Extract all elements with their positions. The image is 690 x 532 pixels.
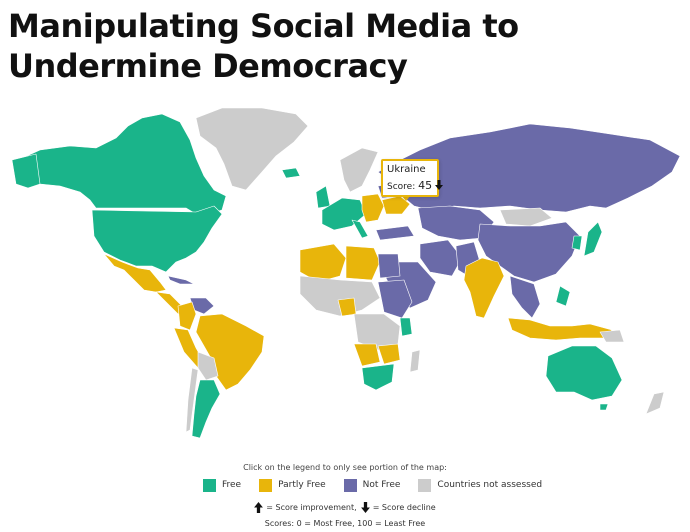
improvement-note: = Score improvement, xyxy=(266,503,357,512)
region-east-europe[interactable] xyxy=(361,193,385,223)
legend-label-partly-free: Partly Free xyxy=(278,480,326,490)
region-north-africa-central[interactable] xyxy=(345,245,381,281)
scores-note: Scores: 0 = Most Free, 100 = Least Free xyxy=(264,519,426,528)
region-cuba[interactable] xyxy=(167,275,195,285)
region-new-zealand[interactable] xyxy=(645,391,665,415)
region-uk[interactable] xyxy=(315,185,331,209)
legend: Free Partly Free Not Free Countries not … xyxy=(203,477,542,493)
region-madagascar[interactable] xyxy=(409,349,421,373)
region-zambia[interactable] xyxy=(377,343,401,365)
region-alaska[interactable] xyxy=(11,153,41,189)
legend-swatch-free xyxy=(203,478,216,492)
region-mongolia[interactable] xyxy=(499,207,553,227)
region-china[interactable] xyxy=(477,221,581,283)
decline-note: = Score decline xyxy=(372,503,436,512)
region-philippines[interactable] xyxy=(555,285,571,307)
arrow-note: = Score improvement, = Score decline xyxy=(0,502,690,513)
region-kenya[interactable] xyxy=(399,317,413,337)
tooltip-score-value: 45 xyxy=(418,179,433,192)
region-scandinavia[interactable] xyxy=(339,147,379,193)
region-iceland[interactable] xyxy=(281,167,301,179)
region-png[interactable] xyxy=(599,329,625,343)
region-japan[interactable] xyxy=(583,221,603,257)
region-bolivia[interactable] xyxy=(197,351,219,381)
legend-label-not-assessed: Countries not assessed xyxy=(437,480,543,490)
region-turkey[interactable] xyxy=(375,225,415,241)
region-india[interactable] xyxy=(463,257,505,319)
region-argentina[interactable] xyxy=(191,379,221,439)
region-indonesia[interactable] xyxy=(507,317,613,341)
region-south-africa[interactable] xyxy=(361,363,395,391)
arrow-down-icon xyxy=(360,502,370,513)
region-greenland[interactable] xyxy=(195,107,309,191)
region-angola[interactable] xyxy=(353,343,381,367)
tooltip-pointer xyxy=(401,195,411,201)
legend-hint: Click on the legend to only see portion … xyxy=(243,463,447,472)
tooltip-country: Ukraine xyxy=(387,164,426,175)
tooltip-score-label: Score: xyxy=(387,182,416,192)
legend-item-partly-free[interactable]: Partly Free xyxy=(259,478,326,492)
map-tooltip: Ukraine Score: 45 xyxy=(381,159,443,197)
legend-swatch-not-assessed xyxy=(418,478,432,492)
region-chile[interactable] xyxy=(185,367,199,433)
legend-label-not-free: Not Free xyxy=(362,480,401,490)
region-se-asia[interactable] xyxy=(509,275,541,319)
region-iran[interactable] xyxy=(419,239,463,277)
legend-label-free: Free xyxy=(222,480,242,490)
region-colombia[interactable] xyxy=(177,301,197,331)
legend-item-not-free[interactable]: Not Free xyxy=(343,478,401,492)
legend-item-free[interactable]: Free xyxy=(203,478,242,492)
region-egypt[interactable] xyxy=(377,253,401,279)
region-north-africa-west[interactable] xyxy=(299,243,347,283)
region-sudan[interactable] xyxy=(377,279,413,319)
region-tasmania[interactable] xyxy=(599,403,609,411)
region-italy[interactable] xyxy=(351,219,369,239)
region-korea[interactable] xyxy=(571,235,583,251)
region-australia[interactable] xyxy=(545,345,623,401)
legend-swatch-not-free xyxy=(343,478,357,492)
region-mexico[interactable] xyxy=(103,253,167,293)
page-title: Manipulating Social Media to Undermine D… xyxy=(8,7,519,85)
arrow-down-icon xyxy=(435,180,443,190)
region-west-africa[interactable] xyxy=(299,275,381,317)
legend-item-not-assessed[interactable]: Countries not assessed xyxy=(418,478,543,492)
legend-swatch-partly-free xyxy=(259,478,273,492)
tooltip-score-row: Score: 45 xyxy=(387,179,443,192)
region-usa[interactable] xyxy=(91,205,223,273)
region-canada[interactable] xyxy=(17,113,227,215)
world-map xyxy=(0,96,690,456)
region-brazil[interactable] xyxy=(195,313,265,391)
arrow-up-icon xyxy=(254,502,264,513)
